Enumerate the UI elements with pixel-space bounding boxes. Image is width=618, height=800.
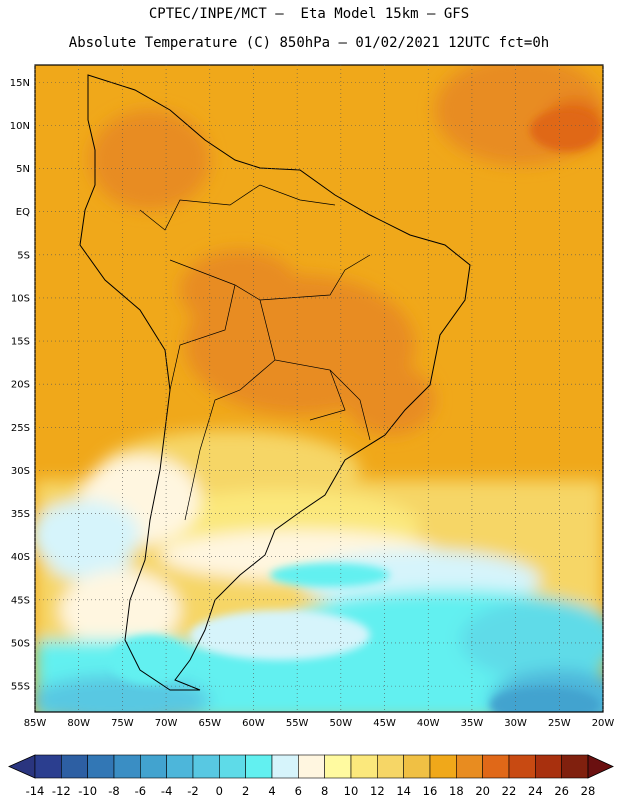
colorbar-swatch	[535, 754, 562, 779]
lon-tick-label: 75W	[111, 718, 134, 729]
colorbar-swatch	[561, 754, 589, 779]
colorbar-label: 18	[449, 784, 464, 798]
country-borders	[139, 184, 371, 521]
lat-tick-label: 35S	[11, 509, 30, 520]
colorbar	[8, 754, 614, 779]
lat-tick-label: 20S	[11, 380, 30, 391]
lat-tick-label: 10N	[10, 121, 30, 132]
title-line-2: Absolute Temperature (C) 850hPa – 01/02/…	[68, 35, 550, 51]
lon-tick-label: 30W	[504, 718, 527, 729]
lon-tick-label: 45W	[373, 718, 396, 729]
colorbar-label: 22	[502, 784, 517, 798]
colorbar-label: 0	[216, 784, 223, 798]
colorbar-label: 8	[321, 784, 328, 798]
colorbar-label: -2	[187, 784, 198, 798]
colorbar-swatch	[403, 754, 431, 779]
colorbar-swatch	[324, 754, 352, 779]
lon-tick-label: 50W	[330, 718, 353, 729]
colorbar-swatch	[166, 754, 194, 779]
colorbar-swatch	[61, 754, 88, 779]
lat-tick-label: EQ	[16, 207, 30, 218]
colorbar-label: -10	[78, 784, 97, 798]
colorbar-swatch	[271, 754, 299, 779]
lat-tick-label: 15N	[10, 78, 30, 89]
colorbar-swatch	[456, 754, 483, 779]
lon-tick-label: 65W	[198, 718, 221, 729]
colorbar-swatch	[87, 754, 115, 779]
colorbar-swatch	[219, 754, 246, 779]
colorbar-label: 4	[268, 784, 275, 798]
map-frame	[34, 64, 604, 713]
lon-tick-label: 85W	[24, 718, 47, 729]
lon-tick-label: 25W	[548, 718, 571, 729]
colorbar-swatch	[508, 754, 536, 779]
title-line-1: CPTEC/INPE/MCT – Eta Model 15km – GFS	[148, 6, 470, 22]
colorbar-swatch	[34, 754, 62, 779]
colorbar-label: 24	[528, 784, 543, 798]
colorbar-swatch	[429, 754, 457, 779]
colorbar-swatch	[298, 754, 325, 779]
colorbar-swatch	[245, 754, 273, 779]
lat-tick-label: 5S	[17, 250, 30, 261]
lon-tick-label: 60W	[242, 718, 265, 729]
latitude-tick-labels: 15N 10N 5N EQ 5S 10S 15S 20S 25S 30S 35S 40S 45S 50S 5…	[10, 78, 30, 693]
colorbar-over-arrow	[587, 754, 614, 779]
lon-tick-label: 35W	[461, 718, 484, 729]
lon-tick-label: 80W	[67, 718, 90, 729]
lat-tick-label: 55S	[11, 682, 30, 693]
colorbar-label: 28	[581, 784, 596, 798]
lat-tick-label: 50S	[11, 638, 30, 649]
colorbar-label: -4	[161, 784, 172, 798]
colorbar-label: -12	[52, 784, 71, 798]
colorbar-under-arrow	[8, 754, 36, 779]
lon-tick-label: 55W	[286, 718, 309, 729]
colorbar-swatch	[113, 754, 141, 779]
lat-tick-label: 10S	[11, 293, 30, 304]
colorbar-swatch	[482, 754, 510, 779]
colorbar-swatch	[377, 754, 404, 779]
colorbar-label: 10	[344, 784, 359, 798]
colorbar-label: 14	[396, 784, 411, 798]
colorbar-label: -8	[108, 784, 119, 798]
lon-tick-label: 40W	[417, 718, 440, 729]
longitude-tick-labels: 85W 80W 75W 70W 65W 60W 55W 50W 45W 40W 35W 30W 25W 2…	[24, 718, 615, 729]
colorbar-label: -6	[135, 784, 146, 798]
colorbar-label: -14	[26, 784, 45, 798]
colorbar-labels: -14 -12 -10 -8 -6 -4 -2 0 2 4 6 8 10 12 14 16 18 20 22 24 26…	[26, 784, 596, 798]
colorbar-label: 26	[554, 784, 569, 798]
lat-tick-label: 40S	[11, 552, 30, 563]
lon-tick-label: 70W	[155, 718, 178, 729]
lat-tick-label: 45S	[11, 595, 30, 606]
lon-tick-label: 20W	[592, 718, 615, 729]
lat-tick-label: 15S	[11, 337, 30, 348]
graticule	[34, 65, 604, 712]
colorbar-label: 2	[242, 784, 249, 798]
lat-tick-label: 30S	[11, 466, 30, 477]
temperature-field	[35, 65, 603, 712]
colorbar-label: 20	[475, 784, 490, 798]
lat-tick-label: 25S	[11, 423, 30, 434]
colorbar-label: 6	[295, 784, 302, 798]
colorbar-label: 16	[423, 784, 438, 798]
colorbar-swatch	[140, 754, 167, 779]
coastline	[79, 74, 471, 691]
colorbar-swatch	[192, 754, 220, 779]
colorbar-swatch	[350, 754, 378, 779]
colorbar-label: 12	[370, 784, 385, 798]
lat-tick-label: 5N	[16, 164, 30, 175]
